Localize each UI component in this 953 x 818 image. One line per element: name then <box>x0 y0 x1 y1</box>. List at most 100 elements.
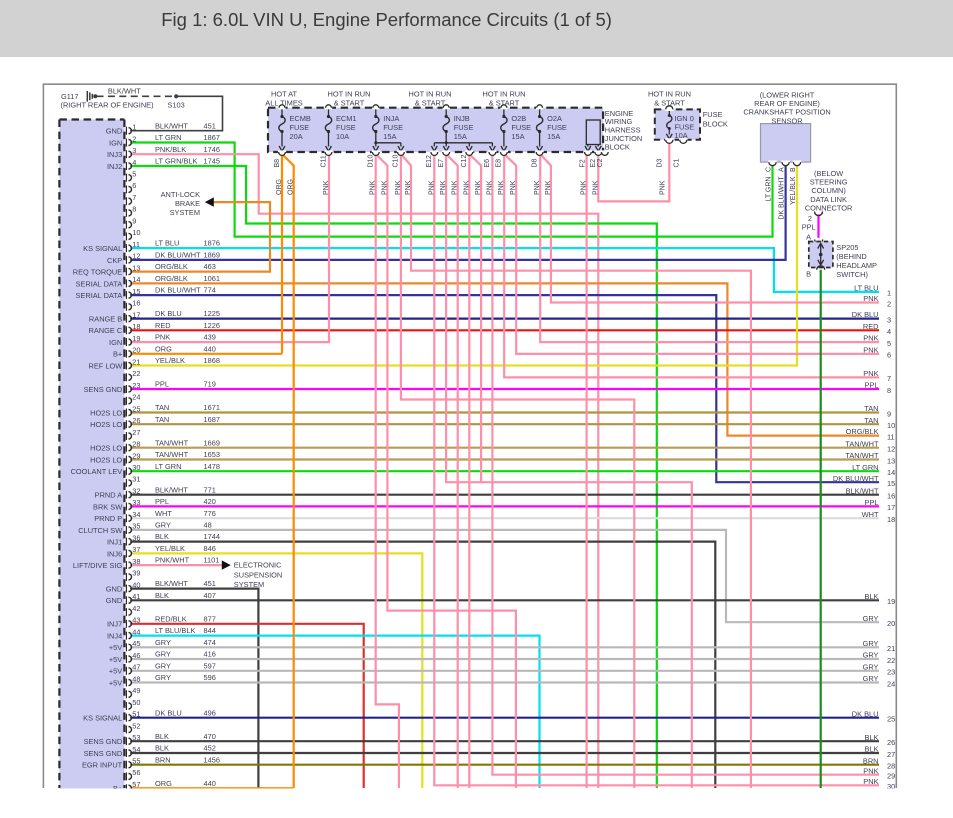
svg-text:8: 8 <box>132 205 136 214</box>
svg-text:S103: S103 <box>168 101 185 110</box>
svg-text:ALL TIMES: ALL TIMES <box>265 98 302 107</box>
svg-text:BRK SW: BRK SW <box>93 502 122 511</box>
svg-text:TAN/WHT: TAN/WHT <box>845 439 879 448</box>
svg-text:1744: 1744 <box>204 532 220 541</box>
svg-text:BLOCK: BLOCK <box>605 142 630 151</box>
svg-text:YEL/BLK: YEL/BLK <box>790 176 797 205</box>
svg-text:877: 877 <box>204 614 216 623</box>
svg-text:LT BLU/BLK: LT BLU/BLK <box>155 626 195 635</box>
svg-text:O2B: O2B <box>511 114 526 123</box>
svg-text:D3: D3 <box>657 158 664 167</box>
svg-text:7: 7 <box>887 374 891 383</box>
svg-text:1101: 1101 <box>204 556 220 565</box>
svg-text:INJB: INJB <box>454 114 470 123</box>
svg-text:9: 9 <box>132 217 136 226</box>
svg-text:SYSTEM: SYSTEM <box>170 208 200 217</box>
svg-text:40: 40 <box>132 580 140 589</box>
svg-text:HARNESS: HARNESS <box>605 126 641 135</box>
svg-text:B+: B+ <box>113 784 122 793</box>
svg-text:27: 27 <box>132 428 140 437</box>
svg-text:52: 52 <box>132 721 140 730</box>
svg-text:DK BLU/WHT: DK BLU/WHT <box>155 286 201 295</box>
svg-text:(LOWER RIGHT: (LOWER RIGHT <box>760 91 815 100</box>
svg-text:PNK: PNK <box>323 180 330 195</box>
svg-text:& START: & START <box>654 98 685 107</box>
svg-text:DATA LINK: DATA LINK <box>810 195 847 204</box>
svg-text:B: B <box>806 270 811 279</box>
svg-text:CRANKSHAFT POSITION: CRANKSHAFT POSITION <box>743 108 830 117</box>
svg-text:CLUTCH SW: CLUTCH SW <box>78 526 122 535</box>
svg-text:ECMB: ECMB <box>290 114 311 123</box>
svg-text:ORG: ORG <box>155 779 172 788</box>
svg-text:KS SIGNAL: KS SIGNAL <box>83 244 122 253</box>
svg-text:846: 846 <box>204 544 216 553</box>
svg-text:14: 14 <box>887 468 895 477</box>
svg-text:LT GRN: LT GRN <box>155 133 181 142</box>
svg-text:20A: 20A <box>290 132 303 141</box>
svg-text:B8: B8 <box>274 159 281 168</box>
svg-text:48: 48 <box>132 674 140 683</box>
svg-text:LT GRN/BLK: LT GRN/BLK <box>155 157 198 166</box>
svg-text:DK BLU: DK BLU <box>155 309 182 318</box>
svg-text:DK BLU: DK BLU <box>852 709 879 718</box>
svg-text:26: 26 <box>132 416 140 425</box>
svg-text:JUNCTION: JUNCTION <box>605 134 642 143</box>
svg-text:REAR OF ENGINE): REAR OF ENGINE) <box>754 99 820 108</box>
svg-text:ANTI-LOCK: ANTI-LOCK <box>161 190 200 199</box>
svg-text:46: 46 <box>132 651 140 660</box>
svg-text:56: 56 <box>132 768 140 777</box>
svg-text:21: 21 <box>887 644 895 653</box>
svg-text:FUSE: FUSE <box>454 123 474 132</box>
svg-text:C12: C12 <box>461 155 468 168</box>
svg-text:(BELOW: (BELOW <box>814 169 843 178</box>
svg-text:15: 15 <box>887 479 895 488</box>
svg-text:PPL: PPL <box>802 223 816 232</box>
svg-text:ORG: ORG <box>155 344 172 353</box>
svg-text:PNK: PNK <box>498 180 505 195</box>
svg-text:597: 597 <box>204 661 216 670</box>
svg-text:DK BLU: DK BLU <box>155 708 182 717</box>
svg-text:774: 774 <box>204 286 216 295</box>
svg-text:INJ4: INJ4 <box>107 632 122 641</box>
svg-text:PNK: PNK <box>863 777 878 786</box>
svg-text:PNK: PNK <box>486 180 493 195</box>
svg-text:SP205: SP205 <box>836 243 858 252</box>
svg-text:IGN: IGN <box>109 138 122 147</box>
svg-text:GRY: GRY <box>155 638 171 647</box>
svg-text:INJ7: INJ7 <box>107 620 122 629</box>
svg-text:E6: E6 <box>484 159 491 168</box>
svg-text:3: 3 <box>132 146 136 155</box>
svg-text:E7: E7 <box>438 159 445 168</box>
svg-text:PNK: PNK <box>863 294 878 303</box>
svg-text:PNK: PNK <box>381 180 388 195</box>
svg-text:FUSE: FUSE <box>511 123 531 132</box>
svg-text:C2: C2 <box>597 158 604 167</box>
svg-text:10: 10 <box>887 421 895 430</box>
svg-text:1669: 1669 <box>204 438 220 447</box>
svg-text:RANGE B: RANGE B <box>89 315 122 324</box>
svg-text:15A: 15A <box>511 132 524 141</box>
svg-text:HOT IN RUN: HOT IN RUN <box>328 90 371 99</box>
svg-text:GND: GND <box>106 127 122 136</box>
svg-text:BLOCK: BLOCK <box>703 120 728 129</box>
svg-text:21: 21 <box>132 357 140 366</box>
svg-text:HO2S LO: HO2S LO <box>90 420 122 429</box>
svg-text:PPL: PPL <box>865 381 879 390</box>
svg-text:FUSE: FUSE <box>675 123 695 132</box>
svg-text:TAN/WHT: TAN/WHT <box>845 451 879 460</box>
svg-text:SENS GND: SENS GND <box>84 749 123 758</box>
svg-text:5: 5 <box>132 170 136 179</box>
svg-text:PNK: PNK <box>370 180 377 195</box>
svg-text:A: A <box>806 233 811 242</box>
svg-text:BLK: BLK <box>155 591 169 600</box>
svg-text:PNK/WHT: PNK/WHT <box>155 556 190 565</box>
svg-text:451: 451 <box>204 121 216 130</box>
svg-text:+5V: +5V <box>109 667 122 676</box>
svg-text:DK BLU/WHT: DK BLU/WHT <box>155 251 201 260</box>
svg-text:LT GRN: LT GRN <box>155 462 181 471</box>
svg-text:F2: F2 <box>580 159 587 167</box>
svg-text:GND: GND <box>106 596 122 605</box>
svg-text:RED: RED <box>863 322 879 331</box>
svg-text:HO2S LO: HO2S LO <box>90 455 122 464</box>
svg-text:55: 55 <box>132 757 140 766</box>
